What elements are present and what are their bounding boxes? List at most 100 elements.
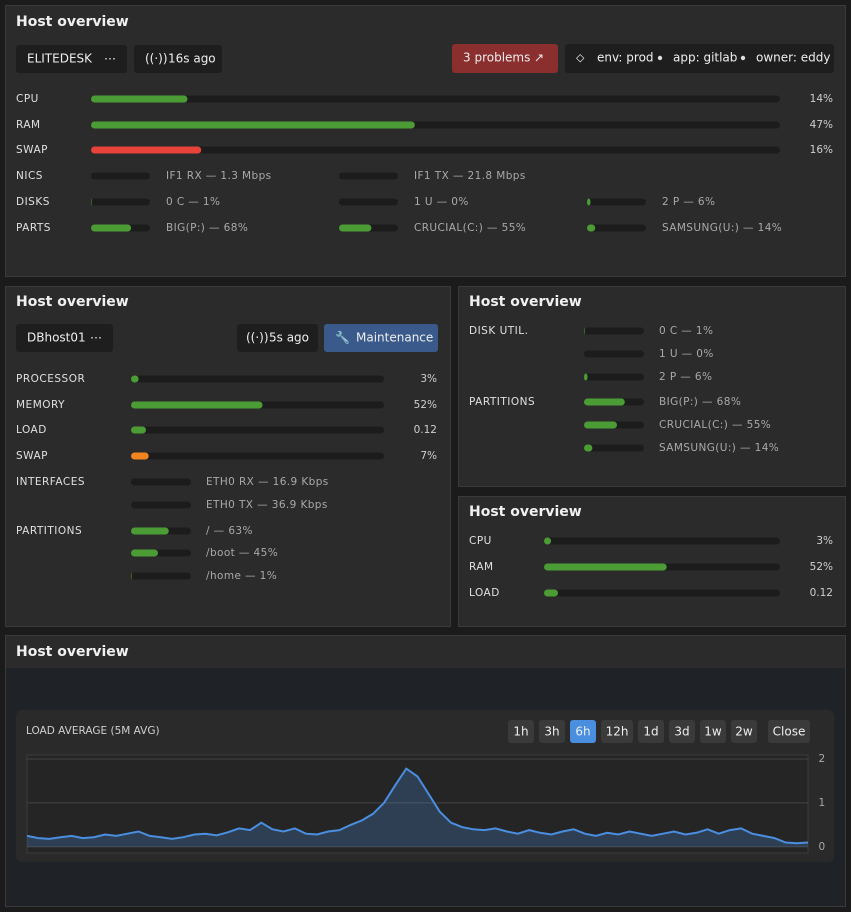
menu-dots: ⋯: [104, 52, 116, 66]
item-label: BIG(P:) — 68%: [166, 222, 248, 234]
maintenance[interactable]: Maintenance: [356, 331, 433, 345]
menu-dots: ⋯: [90, 331, 102, 345]
bar-fill: [131, 527, 169, 535]
separator: [740, 55, 746, 61]
label: LOAD: [469, 587, 500, 599]
bar-fill: [587, 198, 591, 206]
period-button[interactable]: [638, 720, 664, 743]
label: DISK UTIL.: [469, 325, 528, 337]
tag: env: prod: [597, 51, 654, 65]
bar-fill: [131, 452, 149, 460]
label: INTERFACES: [16, 476, 85, 488]
item-label: / — 63%: [206, 525, 253, 537]
period[interactable]: 1h: [513, 725, 528, 739]
period[interactable]: 12h: [606, 725, 629, 739]
bar-fill: [584, 373, 588, 381]
value: 0.12: [810, 587, 833, 599]
value: 47%: [810, 119, 833, 131]
host-name[interactable]: ELITEDESK: [27, 52, 93, 66]
close-button[interactable]: [768, 720, 810, 743]
item-label: CRUCIAL(C:) — 55%: [659, 419, 771, 431]
widget-title: Host overview: [469, 294, 582, 310]
bar-track: [131, 452, 384, 460]
bar-track: [544, 537, 780, 545]
bar-fill: [91, 95, 188, 103]
bar-track: [587, 224, 646, 232]
bar-fill: [544, 563, 667, 571]
value: 14%: [810, 93, 833, 105]
host-button[interactable]: [16, 45, 127, 73]
widget: [458, 286, 846, 487]
bar-track: [584, 444, 644, 452]
maintenance-button[interactable]: [324, 324, 438, 352]
period-button[interactable]: [539, 720, 565, 743]
bar-fill: [587, 224, 596, 232]
problems[interactable]: 3 problems: [463, 51, 530, 65]
bar-track: [91, 146, 780, 154]
period[interactable]: 1w: [704, 725, 722, 739]
area: [27, 768, 808, 847]
item-label: ETH0 RX — 16.9 Kbps: [206, 476, 329, 488]
period-button[interactable]: [570, 720, 596, 743]
problems-button[interactable]: [452, 44, 558, 73]
line: [26, 767, 809, 845]
period-button[interactable]: [601, 720, 633, 743]
close[interactable]: Close: [773, 725, 806, 739]
bar-track: [587, 198, 646, 206]
widget-title: Host overview: [16, 644, 129, 660]
bar-track: [131, 375, 384, 383]
item-label: SAMSUNG(U:) — 14%: [662, 222, 782, 234]
bar-fill: [544, 589, 558, 597]
period[interactable]: 2w: [735, 725, 753, 739]
bar-fill: [584, 421, 617, 429]
bar-fill: [91, 146, 202, 154]
label: SWAP: [16, 450, 48, 462]
y-tick-label: 2: [818, 753, 825, 765]
period-button[interactable]: [700, 720, 726, 743]
item-label: SAMSUNG(U:) — 14%: [659, 442, 779, 454]
label: PARTITIONS: [469, 396, 535, 408]
age: 5s ago: [269, 331, 309, 345]
item-label: BIG(P:) — 68%: [659, 396, 741, 408]
host-name[interactable]: DBhost01: [27, 331, 86, 345]
bar-track: [131, 572, 191, 580]
y-tick-label: 1: [818, 797, 825, 809]
label: SWAP: [16, 144, 48, 156]
age-badge: [134, 45, 222, 73]
widget: [458, 496, 846, 627]
bar-fill: [91, 198, 92, 206]
arrow-icon: ↗: [534, 51, 544, 65]
period[interactable]: 3d: [674, 725, 689, 739]
period[interactable]: 1d: [643, 725, 658, 739]
period-button[interactable]: [669, 720, 695, 743]
item-label: /boot — 45%: [206, 547, 278, 559]
bar-fill: [544, 537, 552, 545]
item-label: CRUCIAL(C:) — 55%: [414, 222, 526, 234]
bar-fill: [91, 121, 415, 129]
label: CPU: [16, 93, 39, 105]
bar-track: [584, 327, 644, 335]
label: CPU: [469, 535, 492, 547]
value: 52%: [810, 561, 833, 573]
period[interactable]: 3h: [544, 725, 559, 739]
separator: [657, 55, 663, 61]
period-button[interactable]: [731, 720, 757, 743]
item-label: 0 C — 1%: [166, 196, 220, 208]
item-label: 2 P — 6%: [659, 371, 712, 383]
bar-fill: [584, 327, 585, 335]
bar-fill: [584, 398, 625, 406]
tag: owner: eddy: [756, 51, 830, 65]
bar-fill: [584, 444, 593, 452]
widget-title: Host overview: [16, 294, 129, 310]
bar-track: [131, 501, 191, 509]
bar-track: [91, 198, 150, 206]
bar-track: [91, 172, 150, 180]
period[interactable]: 6h: [575, 725, 590, 739]
host-button[interactable]: [16, 324, 113, 352]
tag: app: gitlab: [673, 51, 737, 65]
bar-fill: [131, 549, 158, 557]
label: LOAD: [16, 424, 47, 436]
bar-fill: [131, 572, 132, 580]
period-button[interactable]: [508, 720, 534, 743]
